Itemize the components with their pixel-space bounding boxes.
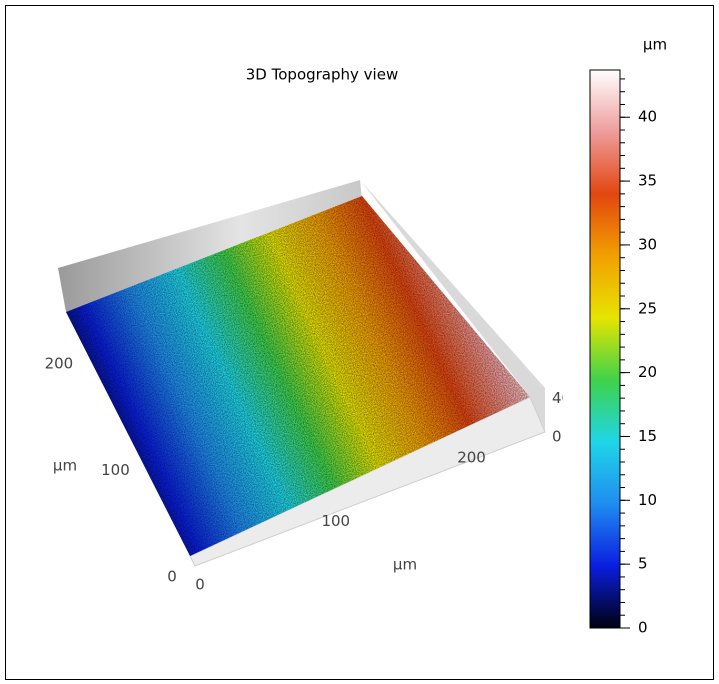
colorbar-label: µm — [643, 36, 667, 54]
colorbar-tick-label: 25 — [638, 299, 657, 317]
colorbar — [589, 69, 621, 629]
colorbar-tick-label: 30 — [638, 235, 657, 253]
colorbar-tick-label: 35 — [638, 172, 657, 190]
surface-texture — [66, 196, 530, 556]
colorbar-tick-label: 0 — [638, 619, 648, 637]
colorbar-tick-label: 40 — [638, 108, 657, 126]
x-axis-label: µm — [393, 556, 417, 574]
back-wall — [58, 180, 362, 312]
axis-tick-label: 100 — [321, 512, 350, 530]
axis-tick-label: 0 — [167, 568, 177, 586]
axis-tick-label: 200 — [45, 354, 74, 372]
colorbar-tick-label: 5 — [638, 555, 648, 573]
axis-tick-label: 0 — [195, 576, 205, 594]
z-axis: 0 40 — [552, 389, 571, 446]
colorbar-tick-label: 10 — [638, 491, 657, 509]
chart-title: 3D Topography view — [246, 66, 398, 84]
y-axis-label: µm — [53, 457, 77, 475]
axis-tick-label: 200 — [457, 449, 486, 467]
colorbar-tick-label: 20 — [638, 363, 657, 381]
axis-tick-label: 100 — [101, 461, 130, 479]
axis-tick-label: 0 — [552, 428, 562, 446]
colorbar-tick-label: 15 — [638, 427, 657, 445]
axis-tick-label: 40 — [552, 389, 571, 407]
